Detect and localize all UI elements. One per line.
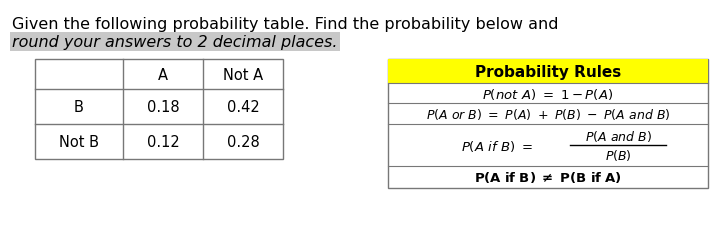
Text: $P(A\ and\ B)$: $P(A\ and\ B)$ xyxy=(585,128,652,143)
Text: $P(B)$: $P(B)$ xyxy=(605,147,632,162)
Text: Not B: Not B xyxy=(59,134,99,149)
Text: 0.12: 0.12 xyxy=(146,134,180,149)
Text: 0.42: 0.42 xyxy=(227,100,259,114)
Text: Not A: Not A xyxy=(223,67,263,82)
Text: 0.28: 0.28 xyxy=(227,134,259,149)
Bar xyxy=(388,60,708,84)
Text: $P(A\ or\ B)\ =\ P(A)\ +\ P(B)\ -\ P(A\ and\ B)$: $P(A\ or\ B)\ =\ P(A)\ +\ P(B)\ -\ P(A\ … xyxy=(426,106,670,121)
Text: $P(A\ if\ B)\ =$: $P(A\ if\ B)\ =$ xyxy=(461,138,533,153)
Text: B: B xyxy=(74,100,84,114)
Text: A: A xyxy=(158,67,168,82)
Bar xyxy=(35,60,283,159)
Text: Given the following probability table. Find the probability below and: Given the following probability table. F… xyxy=(12,17,559,32)
Text: Probability Rules: Probability Rules xyxy=(475,64,621,79)
Text: $P(not\ A)\ =\ 1-P(A)$: $P(not\ A)\ =\ 1-P(A)$ xyxy=(482,86,614,101)
Bar xyxy=(388,60,708,188)
Text: round your answers to 2 decimal places.: round your answers to 2 decimal places. xyxy=(12,35,337,50)
Text: 0.18: 0.18 xyxy=(146,100,180,114)
Text: $\bf{P(A\ if\ B)\ \neq\ P(B\ if\ A)}$: $\bf{P(A\ if\ B)\ \neq\ P(B\ if\ A)}$ xyxy=(474,170,622,185)
